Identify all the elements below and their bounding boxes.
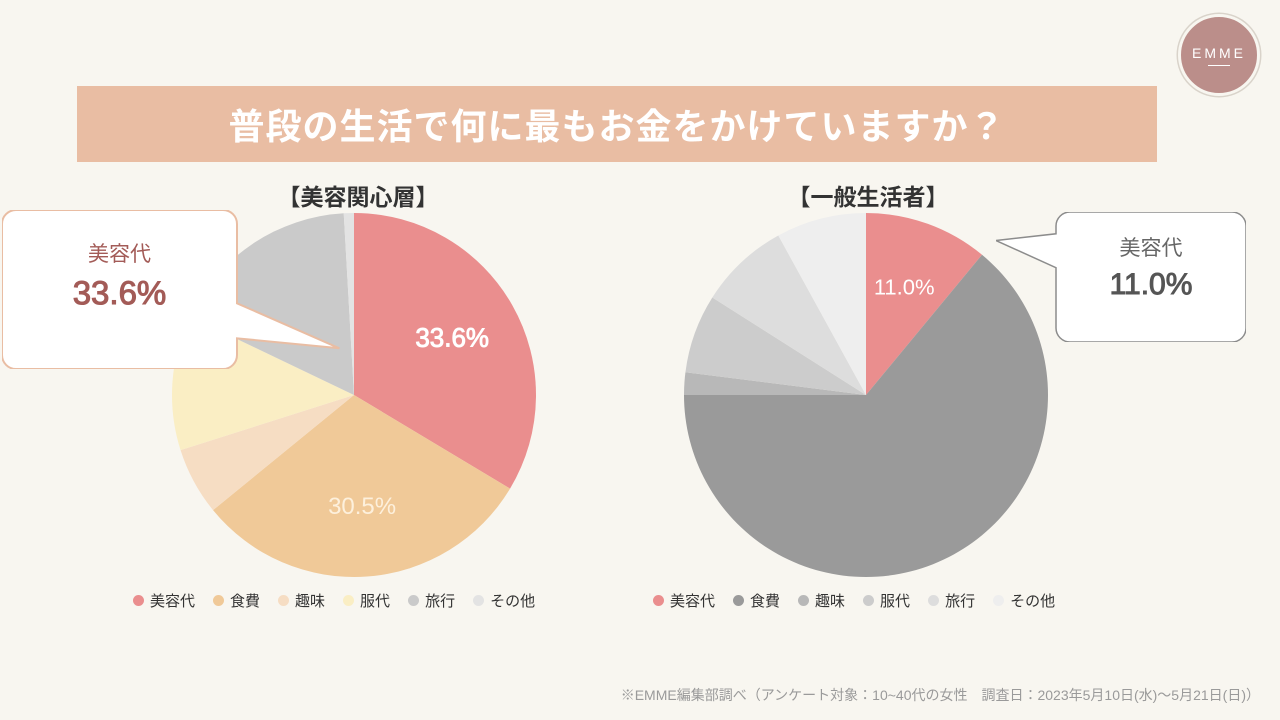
svg-text:33.6%: 33.6% xyxy=(415,322,489,352)
svg-text:11.0%: 11.0% xyxy=(874,275,935,300)
svg-text:30.5%: 30.5% xyxy=(328,493,396,520)
